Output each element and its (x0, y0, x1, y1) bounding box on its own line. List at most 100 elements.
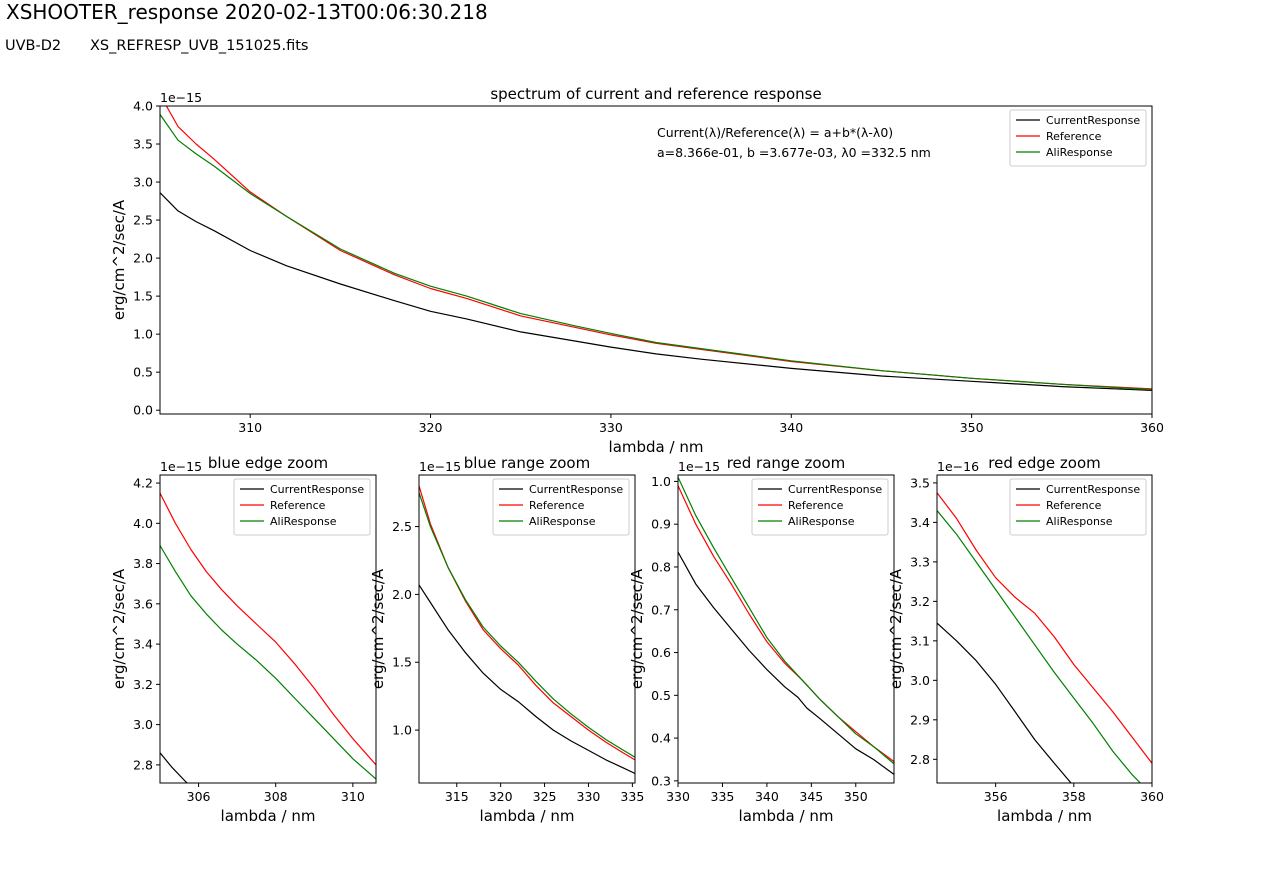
legend-frame-red-range (751, 478, 889, 536)
x-axis-label-blue-range: lambda / nm (480, 807, 575, 825)
x-tick-label-red-range: 345 (799, 789, 823, 804)
series-line-currentresponse-blue-range (419, 584, 635, 775)
legend-blue-range: CurrentResponse Reference AliResponse (492, 478, 630, 536)
y-tick-label-blue-range: 1.0 (392, 723, 412, 738)
plot-frame-main (159, 105, 1153, 415)
series-line-reference-main (165, 106, 1152, 390)
y-axis-label-blue-edge: erg/cm^2/sec/A (110, 568, 128, 689)
x-axis-label-main: lambda / nm (609, 438, 704, 456)
plot-frame-red-range (677, 474, 895, 784)
y-tick-label-blue-edge: 4.0 (133, 516, 153, 531)
legend-label-reference-blue-range: Reference (529, 499, 585, 512)
x-tick-label-main: 310 (238, 420, 262, 435)
y-tick-label-main: 3.5 (133, 137, 153, 152)
x-axis-label-red-edge: lambda / nm (997, 807, 1092, 825)
x-tick-label-red-range: 330 (666, 789, 690, 804)
x-tick-label-blue-range: 330 (577, 789, 601, 804)
y-tick-label-main: 0.0 (133, 403, 153, 418)
y-tick-label-blue-edge: 3.6 (133, 596, 153, 611)
y-tick-label-main: 4.0 (133, 99, 153, 114)
legend-label-reference-red-range: Reference (788, 499, 844, 512)
series-line-aliresponse-red-edge (937, 510, 1142, 783)
x-axis-label-red-range: lambda / nm (739, 807, 834, 825)
x-tick-label-blue-edge: 310 (341, 789, 365, 804)
fit-equation-text: Current(λ)/Reference(λ) = a+b*(λ-λ0) (657, 125, 893, 140)
series-line-aliresponse-main (160, 114, 1152, 391)
offset-text-blue-edge: 1e−15 (160, 459, 202, 474)
y-tick-label-blue-edge: 4.2 (133, 476, 153, 491)
y-tick-label-blue-edge: 3.2 (133, 677, 153, 692)
axes-blue-range: 315 320 325 330 335 1.0 1.5 2.0 2.5 1e−15 blue ran… (369, 454, 644, 825)
x-tick-label-red-edge: 358 (1062, 789, 1086, 804)
series-line-reference-red-range (678, 485, 894, 763)
legend-frame-blue-range (492, 478, 630, 536)
offset-text-red-edge: 1e−16 (937, 459, 979, 474)
legend-label-aliresponse-main: AliResponse (1046, 146, 1113, 159)
x-tick-label-main: 350 (960, 420, 984, 435)
y-tick-label-blue-range: 2.0 (392, 587, 412, 602)
y-tick-label-blue-edge: 3.0 (133, 717, 153, 732)
x-tick-label-blue-range: 325 (533, 789, 557, 804)
x-tick-label-red-edge: 360 (1140, 789, 1164, 804)
legend-label-aliresponse-red-range: AliResponse (788, 515, 855, 528)
y-axis-label-red-range: erg/cm^2/sec/A (628, 568, 646, 689)
plot-frame-red-edge (936, 474, 1153, 784)
legend-label-currentresponse-blue-edge: CurrentResponse (270, 483, 364, 496)
y-tick-label-red-edge: 3.1 (910, 633, 930, 648)
y-tick-label-red-edge: 2.8 (910, 752, 930, 767)
legend-blue-edge: CurrentResponse Reference AliResponse (233, 478, 371, 536)
y-tick-label-red-edge: 2.9 (910, 712, 930, 727)
offset-text-main: 1e−15 (160, 90, 202, 105)
x-tick-label-blue-edge: 308 (264, 789, 288, 804)
y-axis-label-main: erg/cm^2/sec/A (110, 199, 128, 320)
legend-frame-blue-edge (233, 478, 371, 536)
y-tick-label-main: 1.0 (133, 327, 153, 342)
figure-title: XSHOOTER_response 2020-02-13T00:06:30.21… (6, 0, 488, 24)
legend-label-reference-main: Reference (1046, 130, 1102, 143)
series-line-reference-blue-edge (160, 492, 376, 766)
x-tick-label-blue-edge: 306 (187, 789, 211, 804)
y-tick-label-red-edge: 3.2 (910, 594, 930, 609)
x-tick-label-red-range: 340 (755, 789, 779, 804)
fit-parameters-text: a=8.366e-01, b =3.677e-03, λ0 =332.5 nm (657, 145, 931, 160)
series-line-currentresponse-red-range (678, 551, 894, 775)
y-tick-label-blue-range: 2.5 (392, 519, 412, 534)
x-tick-label-main: 360 (1140, 420, 1164, 435)
series-line-aliresponse-red-range (678, 476, 894, 765)
x-tick-label-red-edge: 356 (984, 789, 1008, 804)
y-tick-label-red-range: 0.3 (651, 773, 671, 788)
axes-red-edge: 356 358 360 2.8 2.9 3.0 3.1 3.2 3.3 3.4 3.5 1e−16 re… (887, 454, 1164, 825)
y-tick-label-red-range: 0.4 (651, 731, 671, 746)
y-tick-label-red-edge: 3.3 (910, 554, 930, 569)
y-tick-label-blue-range: 1.5 (392, 655, 412, 670)
y-tick-label-red-edge: 3.5 (910, 475, 930, 490)
offset-text-blue-range: 1e−15 (419, 459, 461, 474)
y-axis-label-blue-range: erg/cm^2/sec/A (369, 568, 387, 689)
axes-blue-edge: 306 308 310 2.8 3.0 3.2 3.4 3.6 3.8 4.0 4.2 1e−15 bl… (110, 454, 377, 825)
x-axis-label-blue-edge: lambda / nm (221, 807, 316, 825)
legend-label-aliresponse-blue-range: AliResponse (529, 515, 596, 528)
plot-frame-blue-range (418, 474, 636, 784)
series-line-aliresponse-blue-edge (160, 545, 376, 780)
chart-title-main: spectrum of current and reference respon… (490, 85, 821, 103)
y-tick-label-main: 2.0 (133, 251, 153, 266)
y-tick-label-red-range: 0.7 (651, 602, 671, 617)
y-tick-label-red-edge: 3.0 (910, 673, 930, 688)
legend-main: CurrentResponse Reference AliResponse (1009, 109, 1147, 167)
y-tick-label-red-range: 0.8 (651, 559, 671, 574)
legend-label-currentresponse-red-range: CurrentResponse (788, 483, 882, 496)
y-tick-label-blue-edge: 3.4 (133, 637, 153, 652)
y-tick-label-blue-edge: 3.8 (133, 556, 153, 571)
legend-label-aliresponse-blue-edge: AliResponse (270, 515, 337, 528)
legend-frame-red-edge (1009, 478, 1147, 536)
series-line-currentresponse-main (160, 192, 1152, 391)
y-tick-label-red-range: 0.6 (651, 645, 671, 660)
x-tick-label-blue-range: 320 (489, 789, 513, 804)
x-tick-label-blue-range: 335 (620, 789, 644, 804)
legend-label-aliresponse-red-edge: AliResponse (1046, 515, 1113, 528)
y-tick-label-red-range: 1.0 (651, 474, 671, 489)
y-tick-label-main: 0.5 (133, 365, 153, 380)
x-tick-label-main: 320 (419, 420, 443, 435)
x-tick-label-main: 340 (779, 420, 803, 435)
